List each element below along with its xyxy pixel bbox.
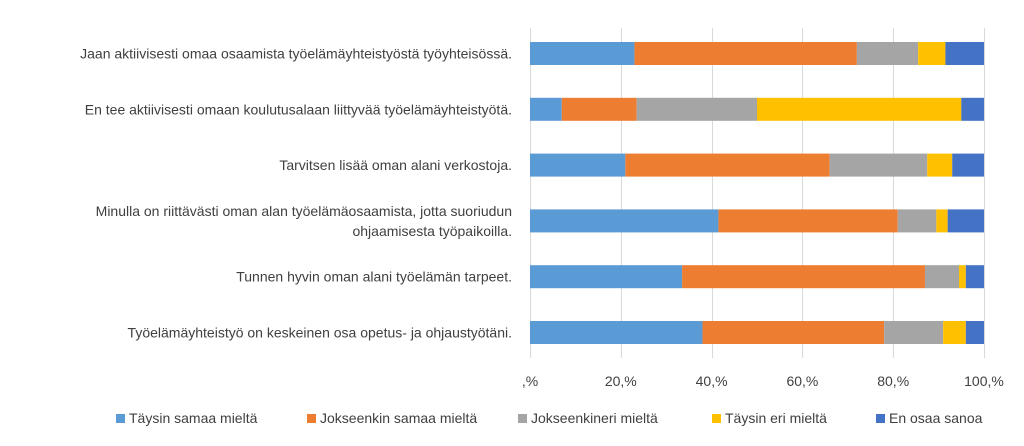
legend-swatch xyxy=(116,414,125,423)
bar-segment xyxy=(897,209,937,233)
legend-item: Jokseenkin samaa mieltä xyxy=(307,410,477,426)
bar-segment xyxy=(961,97,984,121)
legend-swatch xyxy=(712,414,721,423)
bar-segment xyxy=(927,153,953,177)
bar-segment xyxy=(959,265,966,289)
bar-segment xyxy=(884,321,944,344)
legend-label: Täysin samaa mieltä xyxy=(129,410,258,426)
category-label: Työelämäyhteistyö on keskeinen osa opetu… xyxy=(128,325,512,341)
bar-segment xyxy=(561,97,637,121)
bar-segment xyxy=(530,321,703,344)
bar-segment xyxy=(947,209,984,233)
bar-segment xyxy=(702,321,885,344)
legend-swatch xyxy=(307,414,316,423)
bar-segment xyxy=(952,153,984,177)
bar-segment xyxy=(936,209,948,233)
legend-label: Täysin eri mieltä xyxy=(725,410,827,426)
bar-segment xyxy=(856,42,919,65)
category-label: Minulla on riittävästi oman alan työeläm… xyxy=(96,203,512,239)
legend-swatch xyxy=(518,414,527,423)
bar-segment xyxy=(965,265,984,289)
bar-segment xyxy=(530,265,683,289)
bar-segment xyxy=(757,97,962,121)
bar-segment xyxy=(634,42,857,65)
bar-segment xyxy=(829,153,928,177)
category-label: En tee aktiivisesti omaan koulutusalaan … xyxy=(85,101,512,117)
x-tick-label: 20,% xyxy=(605,373,637,389)
bar-segment xyxy=(943,321,966,344)
legend-swatch xyxy=(876,414,885,423)
legend-item: En osaa sanoa xyxy=(876,410,983,426)
legend-label: En osaa sanoa xyxy=(889,410,983,426)
bar-segment xyxy=(530,42,635,65)
x-tick-label: ,% xyxy=(522,373,538,389)
legend-item: Täysin eri mieltä xyxy=(712,410,827,426)
bar-segment xyxy=(718,209,898,233)
x-tick-label: 80,% xyxy=(877,373,909,389)
bar-segment xyxy=(965,321,984,344)
category-label: Jaan aktiivisesti omaa osaamista työeläm… xyxy=(80,46,512,62)
bar-segment xyxy=(945,42,984,65)
category-labels: Jaan aktiivisesti omaa osaamista työeläm… xyxy=(80,46,512,341)
legend-label: Jokseenkineri mieltä xyxy=(531,410,658,426)
legend-item: Täysin samaa mieltä xyxy=(116,410,258,426)
category-label: Tunnen hyvin oman alani työelämän tarpee… xyxy=(236,269,512,285)
legend: Täysin samaa mieltä Jokseenkin samaa miel… xyxy=(116,410,983,426)
bar-segment xyxy=(530,153,626,177)
legend-label: Jokseenkin samaa mieltä xyxy=(320,410,477,426)
bar-segment xyxy=(918,42,946,65)
bar-segment xyxy=(636,97,757,121)
gridlines xyxy=(530,28,985,358)
x-tick-label: 60,% xyxy=(786,373,818,389)
category-label: Tarvitsen lisää oman alani verkostoja. xyxy=(279,157,512,173)
bar-segment xyxy=(625,153,830,177)
x-tick-label: 40,% xyxy=(696,373,728,389)
bar-segment xyxy=(530,97,562,121)
x-tick-label: 100,% xyxy=(964,373,1004,389)
bar-segment xyxy=(530,209,719,233)
bar-segment xyxy=(682,265,925,289)
legend-item: Jokseenkineri mieltä xyxy=(518,410,658,426)
x-axis-ticks: ,% 20,% 40,% 60,% 80,% 100,% xyxy=(522,373,1004,389)
bar-segment xyxy=(924,265,960,289)
bars xyxy=(530,42,984,344)
